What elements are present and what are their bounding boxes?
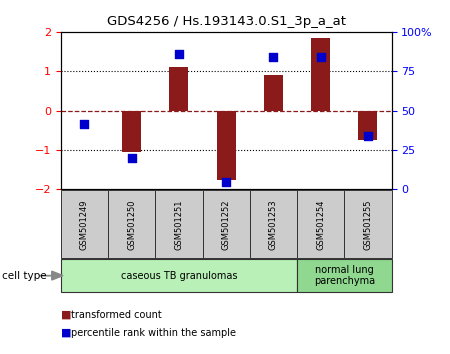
Text: caseous TB granulomas: caseous TB granulomas	[121, 270, 237, 281]
Title: GDS4256 / Hs.193143.0.S1_3p_a_at: GDS4256 / Hs.193143.0.S1_3p_a_at	[107, 15, 346, 28]
Point	[128, 155, 135, 161]
Bar	[217, 110, 236, 179]
Text: GSM501254: GSM501254	[316, 199, 325, 250]
Text: normal lung
parenchyma: normal lung parenchyma	[314, 265, 375, 286]
Text: transformed count: transformed count	[71, 310, 162, 320]
Bar	[264, 75, 283, 110]
Bar	[169, 67, 189, 110]
Text: GSM501250: GSM501250	[127, 199, 136, 250]
Text: ■: ■	[61, 328, 71, 338]
Point	[317, 55, 324, 60]
Text: GSM501252: GSM501252	[222, 199, 231, 250]
Point	[222, 179, 230, 185]
Text: GSM501249: GSM501249	[80, 199, 89, 250]
Text: ■: ■	[61, 310, 71, 320]
Bar	[122, 110, 141, 152]
Text: GSM501251: GSM501251	[174, 199, 183, 250]
Point	[364, 133, 372, 139]
Point	[81, 121, 88, 127]
Bar	[311, 38, 330, 110]
Text: percentile rank within the sample: percentile rank within the sample	[71, 328, 236, 338]
Bar	[358, 110, 378, 140]
Point	[270, 55, 277, 60]
Point	[176, 51, 183, 56]
Text: GSM501255: GSM501255	[364, 199, 373, 250]
Text: cell type: cell type	[2, 270, 47, 281]
Text: GSM501253: GSM501253	[269, 199, 278, 250]
